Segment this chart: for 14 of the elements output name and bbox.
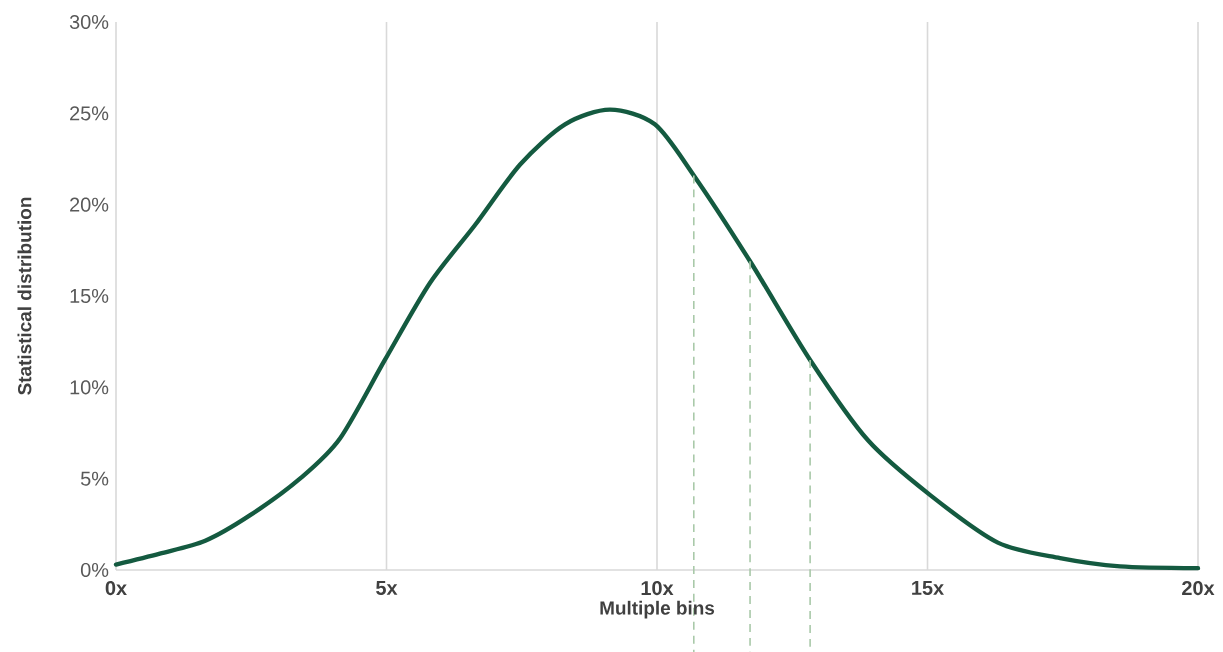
x-tick-label: 20x [1182, 581, 1215, 596]
x-tick-label: 5x [376, 581, 398, 595]
y-tick-label: 0% [80, 562, 109, 578]
y-tick-label: 25% [70, 106, 109, 121]
y-tick-label: 30% [69, 14, 109, 30]
x-tick-label: 10x [641, 581, 674, 596]
y-axis-title: Statistical distribution [17, 197, 32, 395]
x-tick-label: 0x [105, 581, 127, 596]
x-tick-label: 15x [912, 581, 944, 595]
x-axis-title: Multiple bins [600, 600, 715, 619]
y-tick-label: 5% [80, 471, 109, 486]
y-tick-label: 15% [70, 288, 109, 303]
y-tick-label: 20% [70, 197, 109, 212]
y-tick-label: 10% [70, 380, 109, 395]
